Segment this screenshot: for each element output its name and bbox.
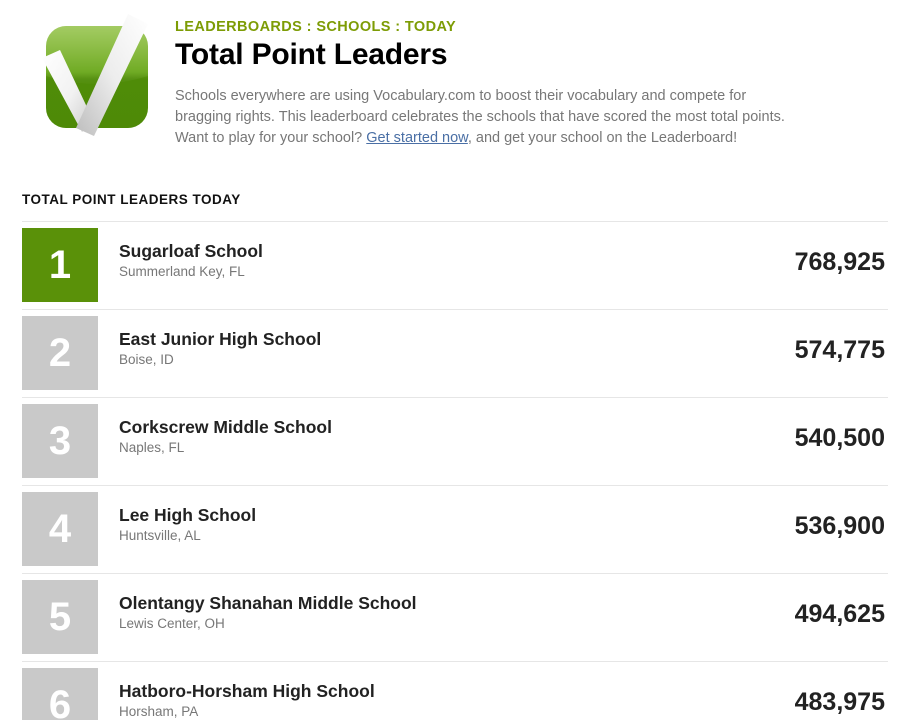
table-row[interactable]: 3 Corkscrew Middle School Naples, FL 540…: [22, 398, 888, 486]
rank-badge: 6: [22, 668, 98, 720]
school-name[interactable]: Lee High School: [119, 505, 257, 525]
table-row[interactable]: 6 Hatboro-Horsham High School Horsham, P…: [22, 662, 888, 720]
school-name[interactable]: Hatboro-Horsham High School: [119, 681, 375, 701]
school-location: Naples, FL: [119, 440, 185, 455]
school-location: Summerland Key, FL: [119, 264, 245, 279]
row-info: Hatboro-Horsham High School Horsham, PA: [98, 662, 795, 720]
score-value: 768,925: [794, 248, 885, 276]
page-title: Total Point Leaders: [175, 38, 448, 71]
school-location: Lewis Center, OH: [119, 616, 225, 631]
score-value: 494,625: [794, 600, 885, 628]
rank-badge: 5: [22, 580, 98, 654]
school-name[interactable]: Corkscrew Middle School: [119, 417, 332, 437]
description-text-part1: Schools everywhere are using Vocabulary.…: [175, 88, 785, 146]
score-value: 574,775: [794, 336, 885, 364]
logo-container: [0, 10, 175, 160]
page-description: Schools everywhere are using Vocabulary.…: [175, 86, 800, 149]
table-row[interactable]: 5 Olentangy Shanahan Middle School Lewis…: [22, 574, 888, 662]
vocabulary-checkmark-logo-icon: [42, 14, 148, 136]
score-value: 536,900: [794, 512, 885, 540]
row-info: Lee High School Huntsville, AL: [98, 486, 795, 545]
rank-badge: 4: [22, 492, 98, 566]
get-started-link[interactable]: Get started now: [366, 130, 468, 146]
page-header: LEADERBOARDS : SCHOOLS : TODAY Total Poi…: [0, 0, 910, 160]
rank-badge: 2: [22, 316, 98, 390]
school-location: Horsham, PA: [119, 704, 199, 719]
row-info: East Junior High School Boise, ID: [98, 310, 795, 369]
school-location: Huntsville, AL: [119, 528, 201, 543]
row-info: Corkscrew Middle School Naples, FL: [98, 398, 795, 457]
breadcrumb[interactable]: LEADERBOARDS : SCHOOLS : TODAY: [175, 19, 457, 35]
description-text-part2: , and get your school on the Leaderboard…: [467, 130, 738, 146]
rank-badge: 1: [22, 228, 98, 302]
school-name[interactable]: Sugarloaf School: [119, 241, 263, 261]
table-row[interactable]: 1 Sugarloaf School Summerland Key, FL 76…: [22, 222, 888, 310]
table-row[interactable]: 2 East Junior High School Boise, ID 574,…: [22, 310, 888, 398]
table-row[interactable]: 4 Lee High School Huntsville, AL 536,900: [22, 486, 888, 574]
school-location: Boise, ID: [119, 352, 174, 367]
section-heading: TOTAL POINT LEADERS TODAY: [22, 192, 241, 207]
row-info: Olentangy Shanahan Middle School Lewis C…: [98, 574, 795, 633]
school-name[interactable]: East Junior High School: [119, 329, 322, 349]
row-info: Sugarloaf School Summerland Key, FL: [98, 222, 795, 281]
score-value: 483,975: [794, 688, 885, 716]
leaderboard-list: 1 Sugarloaf School Summerland Key, FL 76…: [22, 221, 888, 720]
score-value: 540,500: [794, 424, 885, 452]
rank-badge: 3: [22, 404, 98, 478]
school-name[interactable]: Olentangy Shanahan Middle School: [119, 593, 417, 613]
header-text-block: LEADERBOARDS : SCHOOLS : TODAY Total Poi…: [175, 10, 820, 149]
